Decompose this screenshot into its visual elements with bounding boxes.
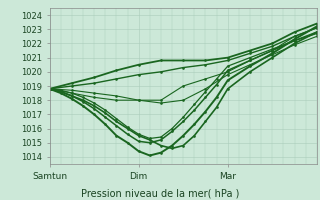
- Text: Pression niveau de la mer( hPa ): Pression niveau de la mer( hPa ): [81, 188, 239, 198]
